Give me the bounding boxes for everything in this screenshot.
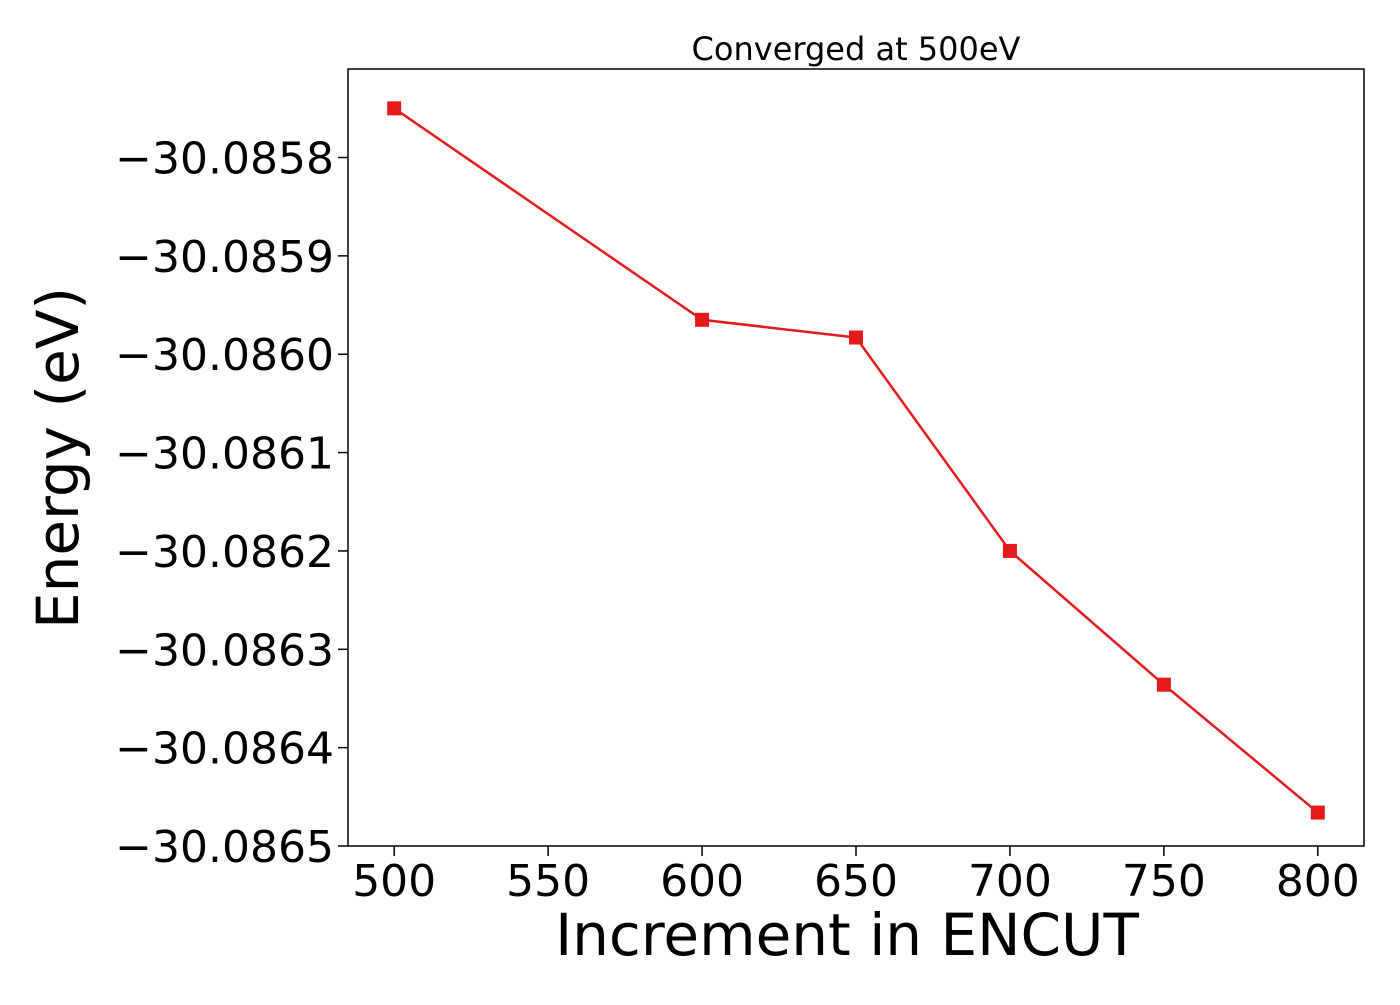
y-tick-label: −30.0865: [115, 822, 334, 873]
y-tick-label: −30.0859: [115, 232, 334, 283]
x-axis-label: Increment in ENCUT: [555, 901, 1139, 969]
y-tick-label: −30.0862: [115, 527, 334, 578]
y-axis-ticks: −30.0858 −30.0859 −30.0860 −30.0861 −30.0862…: [115, 134, 348, 873]
data-point-marker: [849, 330, 863, 345]
plot-area-frame: [347, 68, 1365, 847]
y-axis-label: Energy (eV): [24, 287, 92, 629]
data-point-marker: [1310, 805, 1325, 820]
x-axis-ticks: 500 550 600 650 700 750 800: [352, 846, 1360, 907]
x-tick-label: 700: [968, 856, 1052, 907]
x-tick-label: 500: [352, 856, 436, 907]
x-tick-label: 600: [660, 856, 744, 907]
data-point-marker: [1156, 677, 1171, 692]
x-tick-label: 800: [1276, 856, 1360, 907]
x-tick-label: 750: [1122, 856, 1206, 907]
x-tick-label: 550: [506, 856, 590, 907]
y-tick-label: −30.0858: [115, 134, 334, 185]
series-layer: [387, 101, 1325, 820]
y-tick-label: −30.0863: [115, 625, 334, 676]
data-point-marker: [387, 101, 402, 116]
y-tick-label: −30.0861: [115, 429, 334, 480]
y-tick-label: −30.0860: [115, 330, 334, 381]
x-tick-label: 650: [814, 856, 898, 907]
data-point-marker: [695, 312, 710, 327]
data-point-marker: [1002, 543, 1017, 558]
series-line: [393, 107, 1319, 814]
y-tick-label: −30.0864: [115, 724, 334, 775]
chart-title: Converged at 500eV: [692, 30, 1021, 68]
